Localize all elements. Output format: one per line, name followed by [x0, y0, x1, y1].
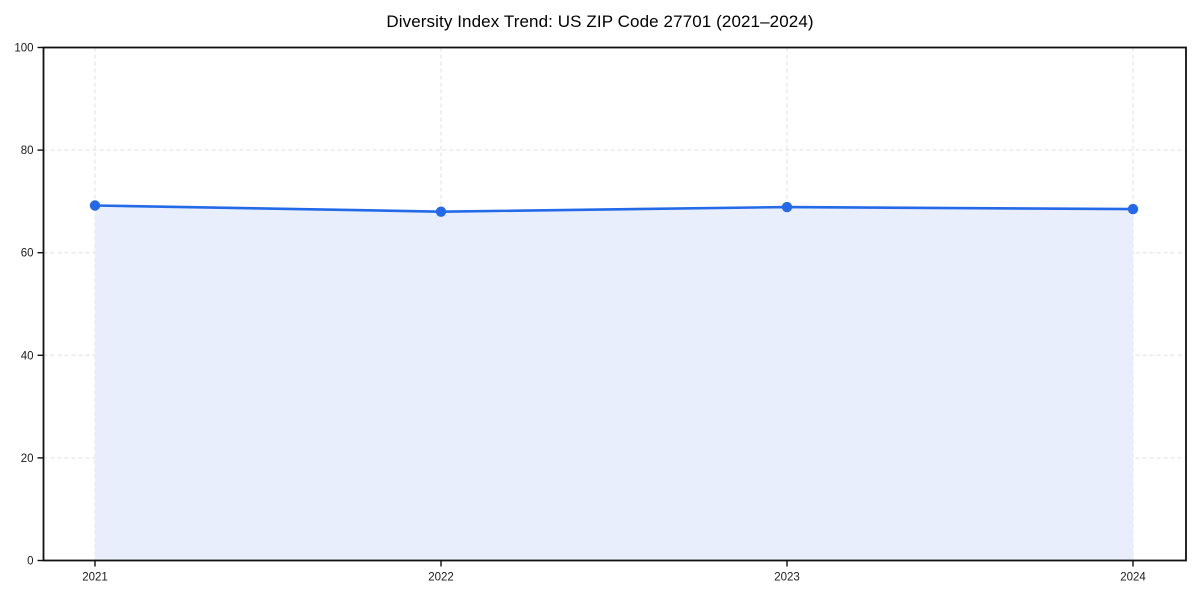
y-tick-label: 20 [21, 453, 34, 465]
x-tick-label: 2024 [1120, 572, 1146, 584]
data-point [89, 200, 101, 211]
data-point [435, 206, 447, 217]
y-tick-label: 0 [27, 556, 33, 568]
y-tick-label: 40 [21, 350, 34, 362]
y-tick-label: 60 [21, 248, 34, 260]
chart-title: Diversity Index Trend: US ZIP Code 27701… [386, 12, 814, 31]
y-tick-label: 100 [14, 43, 33, 55]
x-tick-label: 2023 [774, 572, 800, 584]
data-point [781, 201, 793, 213]
plot-border [42, 46, 1187, 562]
x-tick-label: 2022 [428, 572, 454, 584]
trend-line [93, 204, 1135, 213]
area-fill [95, 205, 1133, 561]
data-point [1127, 203, 1139, 215]
x-tick-label: 2021 [82, 572, 108, 584]
y-tick-label: 80 [21, 145, 34, 157]
